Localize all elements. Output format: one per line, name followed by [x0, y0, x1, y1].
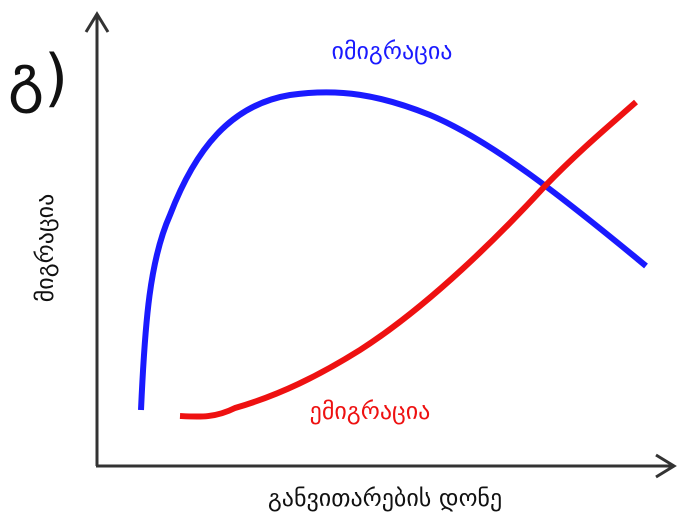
emigration-label: ემიგრაცია — [310, 397, 431, 425]
y-axis-label: მიგრაცია — [31, 194, 59, 303]
immigration-curve — [138, 89, 648, 411]
y-axis-arrow — [84, 11, 110, 33]
immigration-label: იმიგრაცია — [332, 37, 453, 65]
emigration-curve — [179, 99, 638, 420]
panel-label: გ) — [8, 41, 68, 114]
x-axis-label: განვითარების დონე — [268, 484, 502, 512]
x-axis-arrow — [655, 453, 677, 479]
